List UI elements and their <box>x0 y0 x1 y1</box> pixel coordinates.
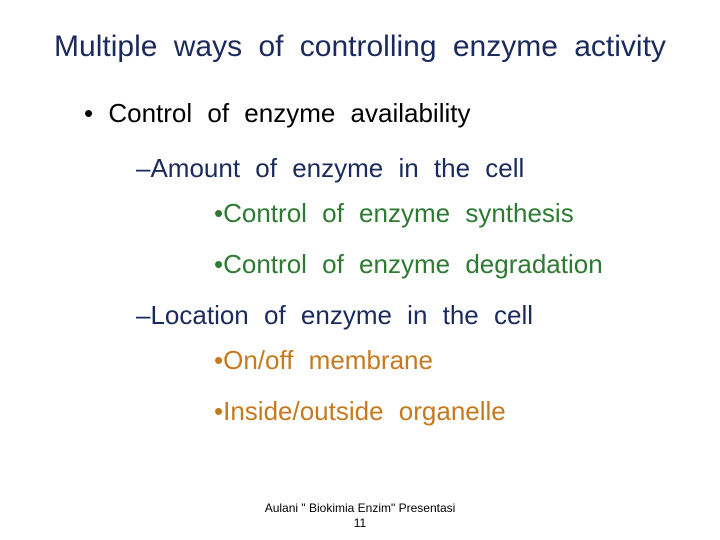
bullet-text: Control of enzyme synthesis <box>223 198 574 228</box>
bullet-level3: Control of enzyme degradation <box>214 249 670 280</box>
slide-title: Multiple ways of controlling enzyme acti… <box>50 28 670 66</box>
bullet-level3: Control of enzyme synthesis <box>214 198 670 229</box>
footer-pagenum: 11 <box>0 516 720 532</box>
bullet-level3: On/off membrane <box>214 345 670 376</box>
bullet-text: Control of enzyme degradation <box>223 249 603 279</box>
bullet-level1: Control of enzyme availability <box>84 98 670 129</box>
bullet-text: Inside/outside organelle <box>223 396 506 426</box>
bullet-text: Control of enzyme availability <box>108 98 470 128</box>
bullet-text: Amount of enzyme in the cell <box>150 153 524 183</box>
bullet-level2: Location of enzyme in the cell <box>136 300 670 331</box>
slide: Multiple ways of controlling enzyme acti… <box>0 0 720 540</box>
bullet-level3: Inside/outside organelle <box>214 396 670 427</box>
bullet-text: On/off membrane <box>223 345 433 375</box>
footer-credit: Aulani " Biokimia Enzim" Presentasi <box>0 501 720 517</box>
bullet-text: Location of enzyme in the cell <box>150 300 533 330</box>
slide-footer: Aulani " Biokimia Enzim" Presentasi 11 <box>0 501 720 532</box>
bullet-level2: Amount of enzyme in the cell <box>136 153 670 184</box>
